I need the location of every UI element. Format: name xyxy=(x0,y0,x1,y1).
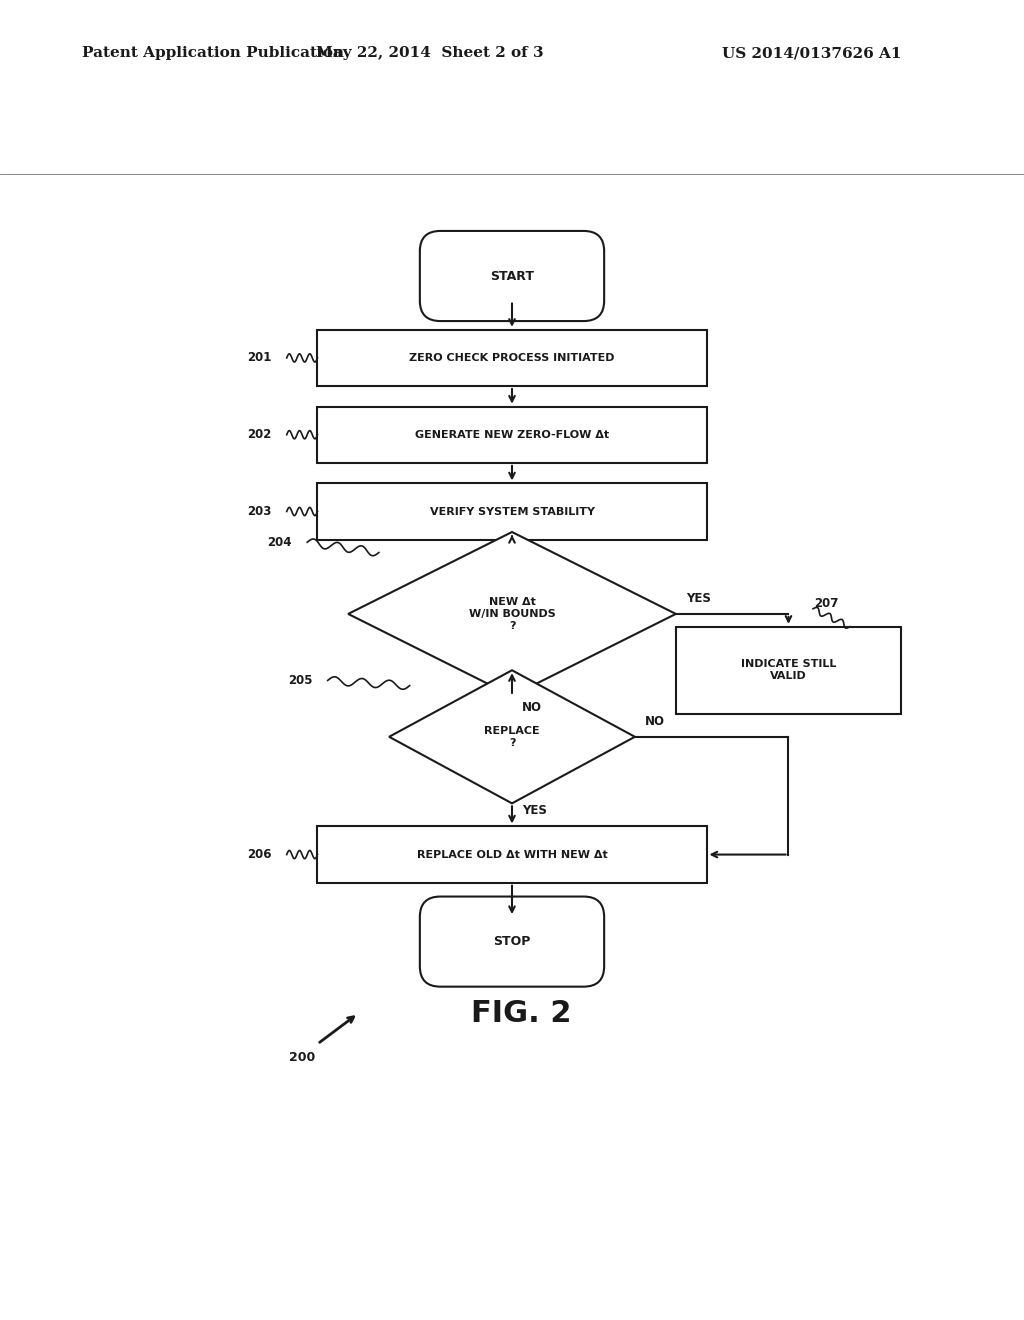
Text: NEW Δt
W/IN BOUNDS
?: NEW Δt W/IN BOUNDS ? xyxy=(469,598,555,631)
Text: 201: 201 xyxy=(247,351,271,364)
Text: GENERATE NEW ZERO-FLOW Δt: GENERATE NEW ZERO-FLOW Δt xyxy=(415,430,609,440)
Text: 203: 203 xyxy=(247,506,271,517)
Text: 205: 205 xyxy=(288,675,312,686)
Polygon shape xyxy=(389,671,635,804)
Text: STOP: STOP xyxy=(494,935,530,948)
FancyBboxPatch shape xyxy=(420,896,604,986)
Text: Patent Application Publication: Patent Application Publication xyxy=(82,46,344,61)
Text: NO: NO xyxy=(522,701,543,714)
FancyBboxPatch shape xyxy=(420,231,604,321)
Text: NO: NO xyxy=(645,714,666,727)
FancyBboxPatch shape xyxy=(317,826,707,883)
Text: VERIFY SYSTEM STABILITY: VERIFY SYSTEM STABILITY xyxy=(429,507,595,516)
Text: START: START xyxy=(490,269,534,282)
Text: 202: 202 xyxy=(247,428,271,441)
Text: 207: 207 xyxy=(814,597,839,610)
Text: YES: YES xyxy=(522,804,547,817)
Text: INDICATE STILL
VALID: INDICATE STILL VALID xyxy=(740,660,837,681)
Text: 206: 206 xyxy=(247,847,271,861)
FancyBboxPatch shape xyxy=(317,483,707,540)
FancyBboxPatch shape xyxy=(676,627,901,714)
Text: FIG. 2: FIG. 2 xyxy=(471,999,571,1028)
Text: May 22, 2014  Sheet 2 of 3: May 22, 2014 Sheet 2 of 3 xyxy=(316,46,544,61)
Polygon shape xyxy=(348,532,676,696)
Text: REPLACE
?: REPLACE ? xyxy=(484,726,540,747)
Text: US 2014/0137626 A1: US 2014/0137626 A1 xyxy=(722,46,901,61)
FancyBboxPatch shape xyxy=(317,330,707,385)
Text: REPLACE OLD Δt WITH NEW Δt: REPLACE OLD Δt WITH NEW Δt xyxy=(417,850,607,859)
Text: YES: YES xyxy=(686,591,711,605)
FancyBboxPatch shape xyxy=(317,407,707,463)
Text: 204: 204 xyxy=(267,536,292,549)
Text: 200: 200 xyxy=(289,1051,315,1064)
Text: ZERO CHECK PROCESS INITIATED: ZERO CHECK PROCESS INITIATED xyxy=(410,352,614,363)
